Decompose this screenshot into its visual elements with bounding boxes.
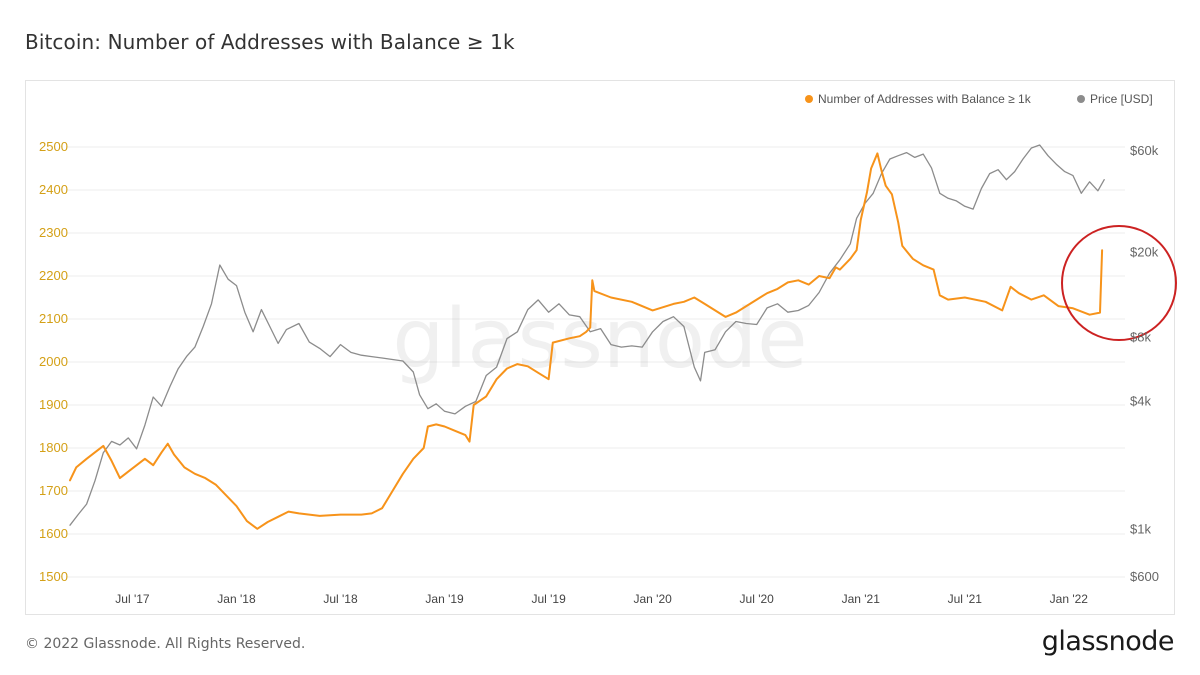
- x-tick-label: Jan '22: [1050, 592, 1089, 606]
- price-series: [69, 144, 1105, 526]
- highlight-circle: [1061, 225, 1177, 341]
- y-right-tick-label: $600: [1130, 569, 1159, 584]
- x-axis: Jul '17 Jan '18 Jul '18 Jan '19 Jul '19 Jan '…: [115, 592, 1088, 606]
- y-left-tick-label: 1900: [39, 397, 68, 412]
- y-left-tick-label: 2500: [39, 139, 68, 154]
- y-left-tick-label: 2300: [39, 225, 68, 240]
- legend-price-marker: [1077, 95, 1085, 103]
- x-tick-label: Jan '18: [217, 592, 256, 606]
- y-left-tick-label: 2000: [39, 354, 68, 369]
- x-tick-label: Jan '21: [842, 592, 881, 606]
- legend[interactable]: Number of Addresses with Balance ≥ 1k Pr…: [805, 92, 1153, 106]
- y-left-tick-label: 2400: [39, 182, 68, 197]
- addresses-series: [69, 152, 1104, 530]
- y-left-axis: 1500 1600 1700 1800 1900 2000 2100 2200 2300 2400…: [39, 139, 68, 584]
- y-right-tick-label: $1k: [1130, 522, 1151, 537]
- grid-lines: [66, 146, 1125, 578]
- x-tick-label: Jul '20: [740, 592, 775, 606]
- x-tick-label: Jul '17: [115, 592, 150, 606]
- y-right-tick-label: $20k: [1130, 245, 1159, 260]
- price-line: [69, 144, 1105, 526]
- y-right-axis: $600 $1k $4k $8k $20k $60k: [1130, 143, 1159, 584]
- chart-frame: [25, 80, 1175, 615]
- x-tick-label: Jul '18: [323, 592, 358, 606]
- y-right-tick-label: $60k: [1130, 143, 1159, 158]
- y-left-tick-label: 1800: [39, 440, 68, 455]
- legend-addresses-marker: [805, 95, 813, 103]
- x-tick-label: Jul '19: [531, 592, 566, 606]
- y-left-tick-label: 2200: [39, 268, 68, 283]
- y-left-tick-label: 1600: [39, 526, 68, 541]
- y-right-tick-label: $8k: [1130, 329, 1151, 344]
- x-tick-label: Jan '19: [425, 592, 464, 606]
- addresses-line: [69, 152, 1104, 530]
- y-left-tick-label: 2100: [39, 311, 68, 326]
- watermark: glassnode: [392, 292, 807, 387]
- copyright-text: © 2022 Glassnode. All Rights Reserved.: [25, 636, 306, 652]
- y-left-tick-label: 1500: [39, 569, 68, 584]
- x-tick-label: Jan '20: [633, 592, 672, 606]
- legend-price-label[interactable]: Price [USD]: [1090, 92, 1153, 106]
- chart-title: Bitcoin: Number of Addresses with Balanc…: [25, 30, 515, 54]
- x-tick-label: Jul '21: [948, 592, 983, 606]
- y-left-tick-label: 1700: [39, 483, 68, 498]
- y-right-tick-label: $4k: [1130, 394, 1151, 409]
- legend-addresses-label[interactable]: Number of Addresses with Balance ≥ 1k: [818, 92, 1032, 106]
- glassnode-logo[interactable]: glassnode: [1041, 626, 1175, 657]
